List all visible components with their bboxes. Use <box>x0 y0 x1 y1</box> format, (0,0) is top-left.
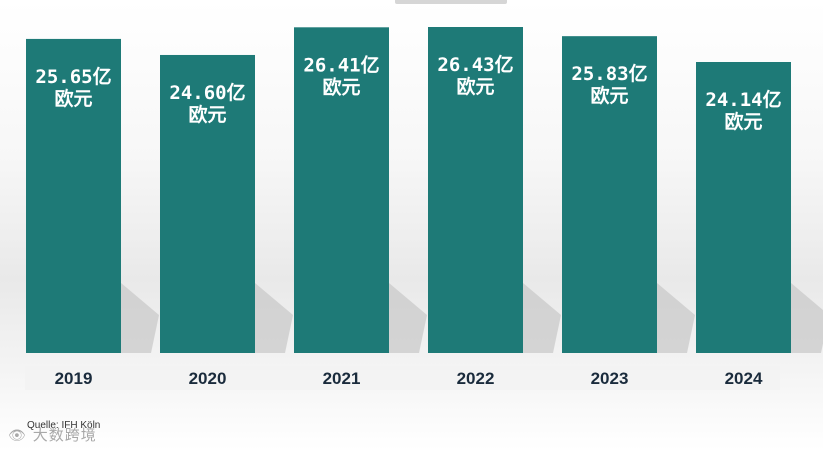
bar-2019 <box>26 38 121 354</box>
bar-shadow <box>121 283 159 353</box>
x-tick-label: 2019 <box>55 369 93 388</box>
bar-shadow <box>255 283 293 353</box>
x-tick-label: 2022 <box>457 369 495 388</box>
data-label-unit: 欧元 <box>322 75 360 98</box>
data-label-unit: 欧元 <box>456 75 494 98</box>
data-label-unit: 欧元 <box>188 103 226 126</box>
bar-2024 <box>696 62 791 353</box>
bar-2023 <box>562 36 657 353</box>
data-label-value: 25.83亿 <box>571 62 647 85</box>
data-label-value: 25.65亿 <box>35 65 111 88</box>
x-axis-band <box>25 366 780 390</box>
bar-2020 <box>160 54 255 354</box>
bar-shadow <box>657 283 695 353</box>
watermark: 👁 大数跨境 <box>8 424 97 445</box>
data-label-unit: 欧元 <box>590 84 628 107</box>
bar-2022 <box>428 27 523 353</box>
title-strip <box>395 0 507 4</box>
watermark-text: 大数跨境 <box>32 426 97 444</box>
data-label-unit: 欧元 <box>54 87 92 110</box>
data-label-value: 26.43亿 <box>437 53 513 76</box>
bar-shadow <box>389 283 427 353</box>
bar-2021 <box>294 27 389 354</box>
x-tick-label: 2021 <box>323 369 361 388</box>
data-label-value: 24.60亿 <box>169 81 245 104</box>
data-label-unit: 欧元 <box>724 110 762 133</box>
x-tick-label: 2023 <box>591 369 629 388</box>
bar-shadow <box>523 283 561 353</box>
data-label-value: 24.14亿 <box>705 88 781 111</box>
source-note: Quelle: IFH Köln <box>27 420 101 431</box>
x-tick-label: 2020 <box>189 369 227 388</box>
bar-shadow <box>791 283 823 353</box>
x-tick-label: 2024 <box>725 369 763 388</box>
data-label-value: 26.41亿 <box>303 53 379 76</box>
eye-logo-icon: 👁 <box>8 428 27 444</box>
